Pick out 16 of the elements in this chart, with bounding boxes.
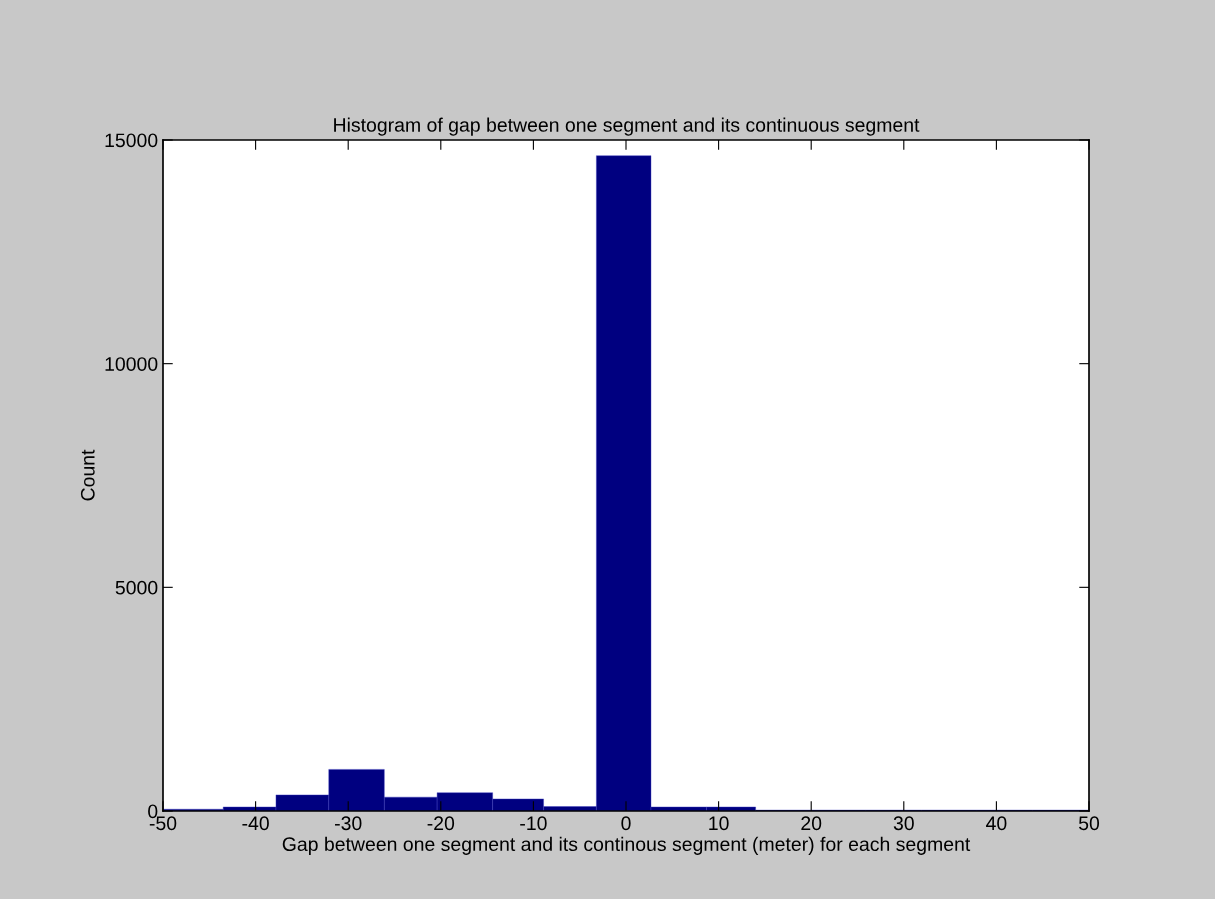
x-tick-label: 10 bbox=[709, 816, 729, 831]
y-tick-label: 10000 bbox=[105, 357, 158, 371]
x-tick-label: -30 bbox=[335, 816, 362, 831]
y-tick-label: 5000 bbox=[115, 580, 158, 595]
y-tick-label: 15000 bbox=[105, 133, 158, 148]
x-tick-label: 30 bbox=[893, 816, 914, 831]
x-tick-label: -40 bbox=[242, 816, 269, 831]
x-axis-title: Gap between one segment and its continous segment (meter) for each segment bbox=[282, 836, 971, 855]
x-tick-label: -20 bbox=[427, 816, 455, 831]
x-tick-label: 50 bbox=[1078, 816, 1100, 831]
x-tick-label: 40 bbox=[986, 816, 1007, 831]
chart-title: Histogram of gap between one segment and its continuous segment bbox=[334, 117, 920, 136]
x-tick-label: -10 bbox=[520, 816, 547, 831]
x-tick-label: 0 bbox=[621, 816, 631, 831]
x-tick-label: 20 bbox=[801, 816, 822, 831]
y-axis-title: Count bbox=[80, 449, 95, 501]
